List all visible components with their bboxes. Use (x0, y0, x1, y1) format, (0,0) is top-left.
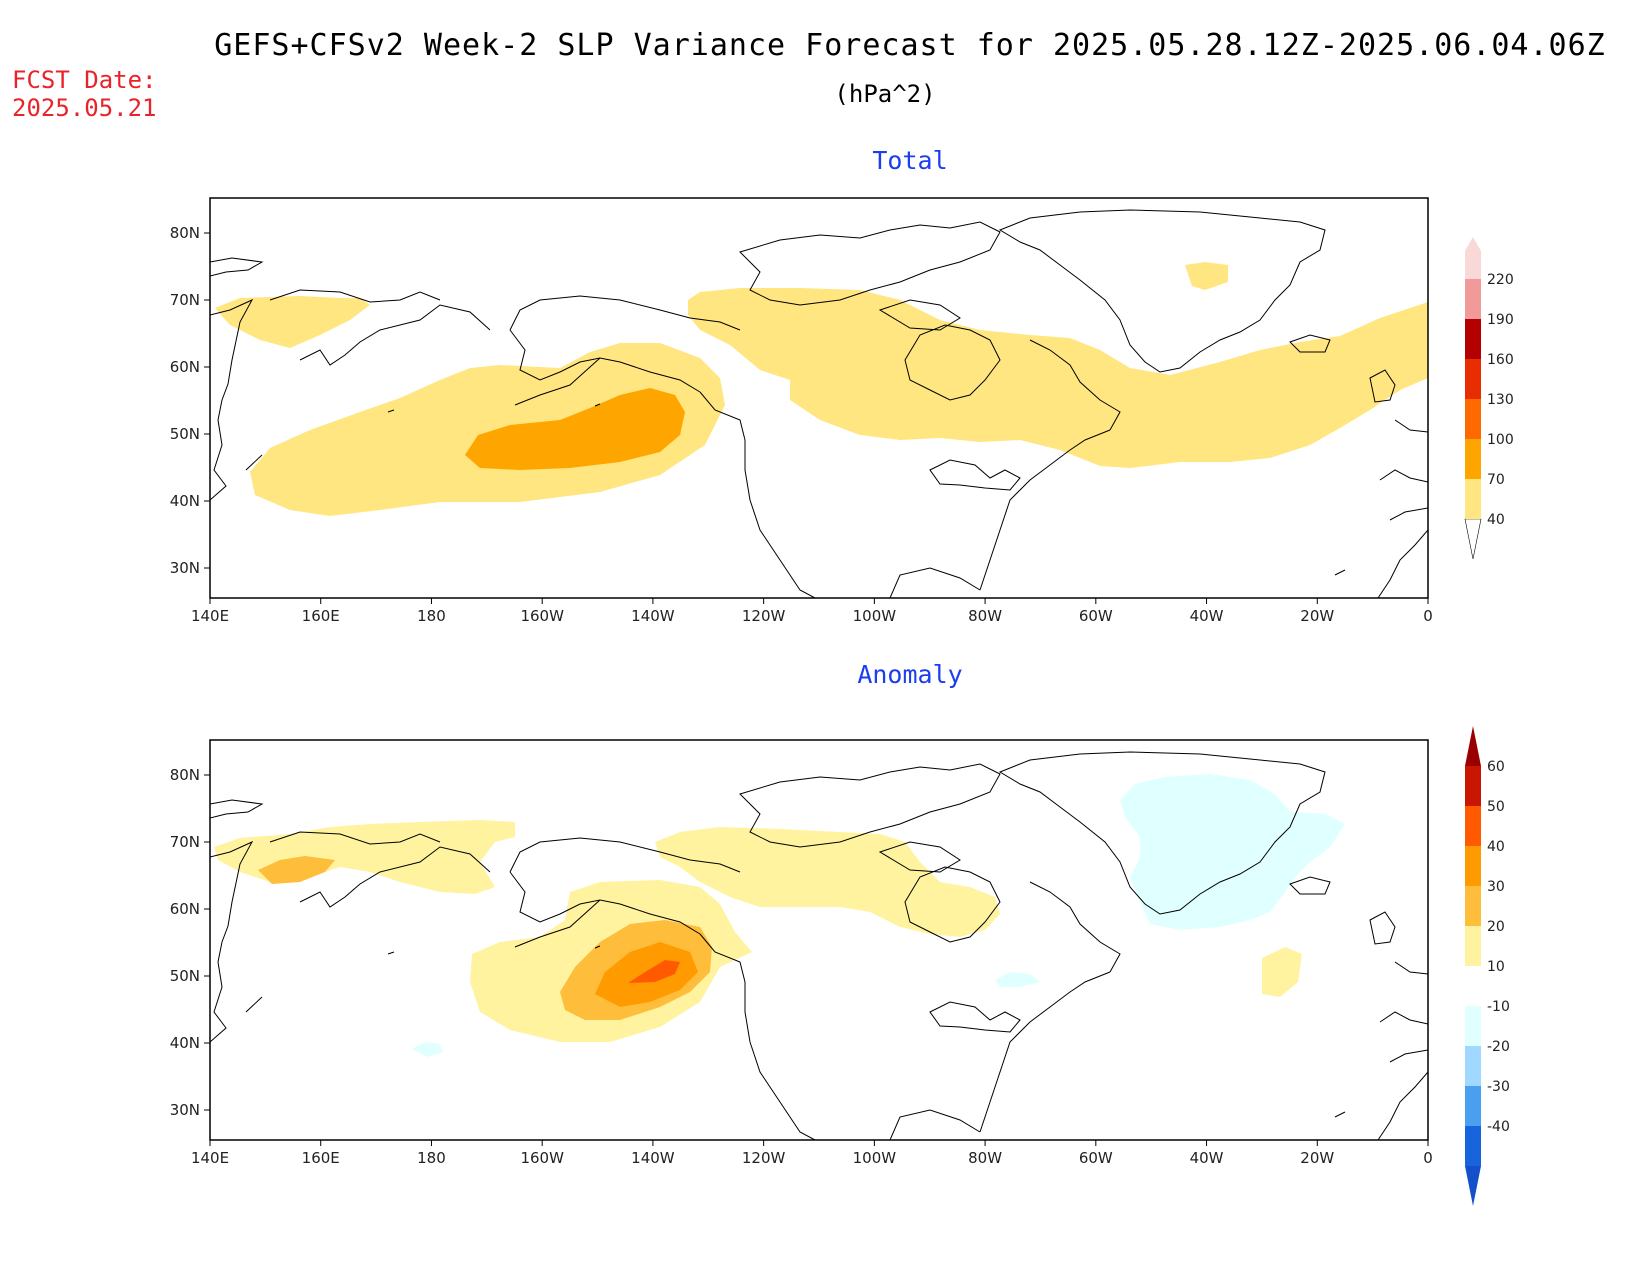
colorbar-total-swatch (1465, 479, 1481, 519)
colorbar-total-swatch (1465, 237, 1481, 279)
total-shade-greenland (1185, 262, 1228, 290)
anom-shade-10-atlantic (1262, 947, 1302, 997)
colorbar-total-label: 190 (1487, 312, 1514, 328)
anomaly-lon-label: 100W (853, 1149, 897, 1167)
main-title: GEFS+CFSv2 Week-2 SLP Variance Forecast … (214, 28, 1606, 63)
colorbar-anomaly-label: 10 (1487, 959, 1505, 975)
total-lon-label: 120W (742, 607, 786, 625)
colorbar-anomaly-swatch (1465, 1086, 1481, 1126)
anomaly-lon-label: 0 (1423, 1149, 1433, 1167)
colorbar-total-label: 40 (1487, 512, 1505, 528)
panel-total: 80N 70N 60N 50N 40N 30N 140E 160E 180 160W 140W 120… (170, 197, 1514, 625)
total-lon-label: 40W (1190, 607, 1224, 625)
anom-shade-20-siberia (258, 856, 335, 884)
colorbar-total-swatch (1465, 399, 1481, 439)
colorbar-anomaly-swatch (1465, 926, 1481, 966)
colorbar-anomaly-lower-arrow (1465, 1166, 1481, 1206)
colorbar-total-swatch (1465, 279, 1481, 319)
anom-shade-10-canada (655, 827, 1000, 937)
total-lat-label: 40N (170, 492, 200, 510)
forecast-date-value: 2025.05.21 (12, 94, 157, 122)
colorbar-total-label: 70 (1487, 472, 1505, 488)
anomaly-lon-label: 160E (302, 1149, 340, 1167)
colorbar-anomaly-upper-arrow (1465, 726, 1481, 766)
total-lat-label: 70N (170, 291, 200, 309)
colorbar-anomaly-swatch (1465, 1046, 1481, 1086)
colorbar-total-label: 160 (1487, 352, 1514, 368)
total-lon-label: 160E (302, 607, 340, 625)
colorbar-anomaly-label: -20 (1487, 1039, 1510, 1055)
units-label: (hPa^2) (834, 80, 936, 108)
anomaly-lon-label: 160W (520, 1149, 564, 1167)
colorbar-total-label: 130 (1487, 392, 1514, 408)
panel-title-total: Total (872, 146, 948, 175)
colorbar-anomaly-swatch (1465, 1126, 1481, 1166)
panel-title-anomaly: Anomaly (857, 660, 963, 689)
anomaly-lat-label: 50N (170, 967, 200, 985)
colorbar-anomaly-swatch (1465, 766, 1481, 806)
colorbar-anomaly-swatch (1465, 886, 1481, 926)
anomaly-lat-label: 60N (170, 900, 200, 918)
anomaly-lat-label: 40N (170, 1034, 200, 1052)
colorbar-anomaly-label: 50 (1487, 799, 1505, 815)
total-lon-label: 180 (417, 607, 446, 625)
colorbar-total-label: 100 (1487, 432, 1514, 448)
anomaly-lat-label: 30N (170, 1101, 200, 1119)
total-lat-label: 80N (170, 224, 200, 242)
colorbar-anomaly-label: 20 (1487, 919, 1505, 935)
total-lon-label: 160W (520, 607, 564, 625)
total-lon-label: 140E (191, 607, 229, 625)
colorbar-anomaly-swatch (1465, 806, 1481, 846)
anom-shade-neg-greenland (1120, 774, 1345, 930)
total-shade-west-pacific (215, 296, 370, 348)
panel-anomaly: 80N 70N 60N 50N 40N 30N 140E 160E 180 160W 140W 120… (170, 726, 1510, 1206)
colorbar-total-swatch (1465, 319, 1481, 359)
colorbar-total: 40 70 100 130 160 190 220 (1464, 237, 1514, 560)
anomaly-lon-label: 140E (191, 1149, 229, 1167)
anom-shade-40-pacific (628, 960, 680, 983)
colorbar-anomaly: 60 50 40 30 20 10 -10 -20 -30 -40 (1465, 726, 1510, 1206)
anomaly-lon-label: 60W (1079, 1149, 1113, 1167)
anomaly-lon-label: 180 (417, 1149, 446, 1167)
colorbar-anomaly-swatch (1465, 1006, 1481, 1046)
anomaly-lon-label: 20W (1300, 1149, 1334, 1167)
forecast-date-block: FCST Date: 2025.05.21 (12, 66, 157, 122)
total-lon-label: 80W (968, 607, 1002, 625)
total-lon-label: 0 (1423, 607, 1433, 625)
total-lon-label: 140W (631, 607, 675, 625)
total-shade-core (465, 388, 685, 470)
anomaly-lat-label: 80N (170, 766, 200, 784)
colorbar-anomaly-label: -30 (1487, 1079, 1510, 1095)
colorbar-total-swatch (1465, 359, 1481, 399)
anomaly-lat-label: 70N (170, 833, 200, 851)
colorbar-anomaly-label: 40 (1487, 839, 1505, 855)
total-lat-label: 50N (170, 425, 200, 443)
forecast-date-label: FCST Date: (12, 66, 157, 94)
total-lon-label: 20W (1300, 607, 1334, 625)
total-shade-canada-atlantic (688, 288, 1428, 468)
colorbar-total-label: 220 (1487, 272, 1514, 288)
anom-shade-neg-labrador (995, 972, 1040, 987)
anomaly-lon-label: 80W (968, 1149, 1002, 1167)
anomaly-lon-label: 120W (742, 1149, 786, 1167)
colorbar-anomaly-label: 30 (1487, 879, 1505, 895)
colorbar-anomaly-label: -40 (1487, 1119, 1510, 1135)
total-lon-label: 60W (1079, 607, 1113, 625)
colorbar-anomaly-label: -10 (1487, 999, 1510, 1015)
colorbar-anomaly-swatch (1465, 966, 1481, 1006)
colorbar-total-lower-arrow (1464, 518, 1482, 560)
colorbar-total-swatch (1465, 439, 1481, 479)
colorbar-anomaly-label: 60 (1487, 759, 1505, 775)
total-lat-label: 30N (170, 559, 200, 577)
anomaly-lon-label: 40W (1190, 1149, 1224, 1167)
anom-shade-neg-pacific (412, 1042, 443, 1057)
total-lon-label: 100W (853, 607, 897, 625)
anomaly-lon-label: 140W (631, 1149, 675, 1167)
total-shade-north-pacific (250, 343, 725, 516)
colorbar-anomaly-swatch (1465, 846, 1481, 886)
total-lat-label: 60N (170, 358, 200, 376)
